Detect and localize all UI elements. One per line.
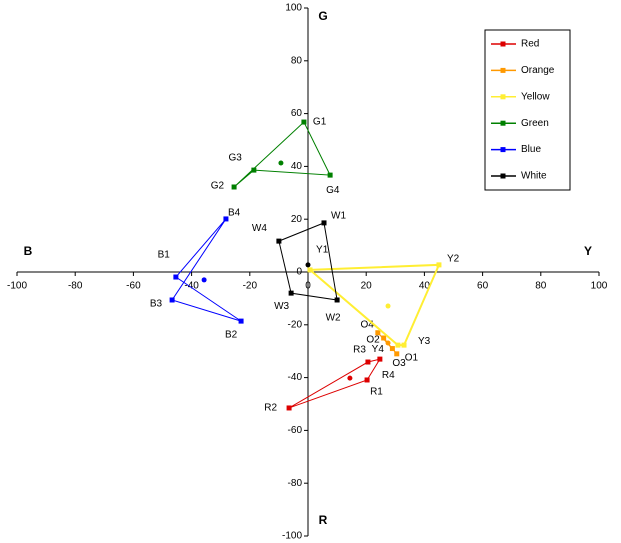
axis-end-label: R [319,513,328,527]
y-tick-label: 20 [291,214,303,225]
point-marker [251,167,257,173]
point-marker [288,290,294,296]
center-marker [385,340,391,346]
x-tick-label: 40 [419,281,431,292]
point-marker [169,297,175,303]
point-marker [231,184,237,190]
point-marker [375,330,381,336]
point-marker [307,267,313,273]
y-tick-label: -20 [288,319,303,330]
legend-label: Yellow [521,91,550,102]
point-label: Y4 [372,344,385,355]
point-label: B1 [158,250,171,261]
point-label: G3 [229,153,243,164]
point-label: G4 [326,185,340,196]
point-label: R2 [264,403,277,414]
x-tick-label: -100 [7,281,27,292]
point-marker [377,356,383,362]
center-marker [278,160,284,166]
y-tick-label: 100 [285,3,302,14]
point-marker [395,342,401,348]
x-tick-label: 60 [477,281,489,292]
point-label: O4 [360,319,374,330]
point-label: O1 [405,352,419,363]
point-label: Y2 [447,254,460,265]
point-marker [365,359,371,365]
y-tick-label: 0 [296,267,302,278]
axis-end-label: B [24,244,33,258]
legend-marker [500,120,506,126]
center-marker [305,262,311,268]
point-marker [389,346,395,352]
legend-marker [500,173,506,179]
point-marker [327,172,333,178]
legend-marker [500,41,506,47]
point-marker [223,216,229,222]
legend-label: Green [521,118,549,129]
point-label: W2 [326,313,341,324]
y-tick-label: -40 [288,372,303,383]
x-tick-label: -20 [243,281,258,292]
point-marker [334,297,340,303]
x-tick-label: 80 [535,281,547,292]
point-label: B4 [228,208,241,219]
x-tick-label: 100 [591,281,608,292]
point-marker [381,335,387,341]
legend-marker [500,147,506,153]
x-tick-label: -60 [126,281,141,292]
y-tick-label: -80 [288,478,303,489]
point-label: Y3 [418,336,431,347]
point-marker [276,238,282,244]
legend-label: Orange [521,65,555,76]
point-marker [394,351,400,357]
point-label: G1 [313,117,327,128]
point-label: O3 [392,358,406,369]
legend-label: Red [521,39,539,50]
point-marker [238,318,244,324]
y-tick-label: 60 [291,108,303,119]
center-marker [201,277,207,283]
point-label: W1 [331,211,346,222]
center-marker [347,375,353,381]
axis-end-label: G [318,9,327,23]
y-tick-label: 40 [291,161,303,172]
y-tick-label: 80 [291,55,303,66]
point-label: W4 [252,223,267,234]
point-marker [436,262,442,268]
point-marker [173,274,179,280]
x-tick-label: 20 [361,281,373,292]
point-label: B3 [150,299,163,310]
center-marker [385,303,391,309]
legend-marker [500,94,506,100]
x-tick-label: 0 [305,281,311,292]
point-label: R3 [353,345,366,356]
point-label: R4 [382,370,395,381]
y-tick-label: -60 [288,425,303,436]
point-marker [364,377,370,383]
point-label: G2 [211,181,225,192]
legend-marker [500,67,506,73]
legend-box [484,29,571,191]
point-marker [401,342,407,348]
point-label: O2 [366,335,380,346]
x-tick-label: -40 [184,281,199,292]
point-label: W3 [274,301,289,312]
point-marker [301,119,307,125]
point-label: B2 [225,330,238,341]
legend-label: Blue [521,144,541,155]
y-tick-label: -100 [282,531,302,542]
point-label: R1 [370,387,383,398]
axis-end-label: Y [584,244,592,258]
legend-label: White [521,171,547,182]
x-tick-label: -80 [68,281,83,292]
point-label: Y1 [316,245,329,256]
point-marker [321,220,327,226]
point-marker [286,405,292,411]
